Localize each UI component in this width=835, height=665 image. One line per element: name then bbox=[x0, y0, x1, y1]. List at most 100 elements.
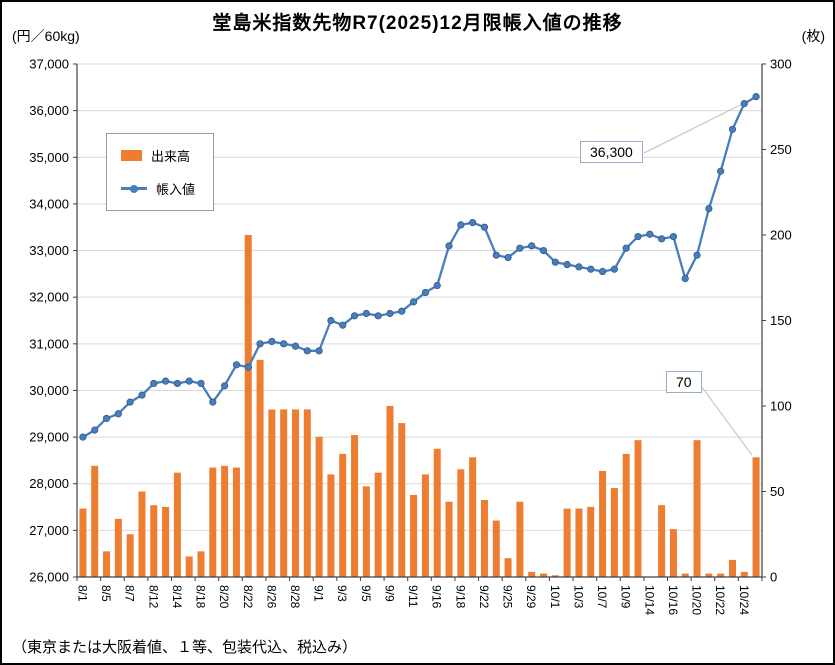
volume-bar bbox=[610, 488, 618, 577]
price-marker bbox=[256, 340, 264, 348]
volume-bar bbox=[150, 505, 158, 577]
volume-bar bbox=[469, 457, 477, 577]
price-marker bbox=[539, 246, 548, 255]
price-marker bbox=[634, 232, 642, 241]
legend-volume-label: 出来高 bbox=[151, 149, 191, 164]
price-marker bbox=[705, 204, 713, 213]
left-axis-tick-label: 28,000 bbox=[29, 476, 69, 491]
x-axis-date-label: 8/12 bbox=[146, 585, 160, 609]
price-marker bbox=[598, 267, 607, 276]
price-marker bbox=[138, 391, 146, 399]
volume-bar bbox=[291, 409, 299, 577]
volume-bar bbox=[658, 505, 666, 577]
left-axis-tick-label: 27,000 bbox=[29, 523, 69, 538]
x-axis-date-label: 9/18 bbox=[453, 585, 467, 609]
price-marker bbox=[232, 361, 241, 369]
left-axis-tick-label: 36,000 bbox=[29, 103, 69, 118]
price-marker bbox=[291, 342, 300, 350]
price-marker bbox=[740, 100, 748, 108]
right-axis-tick-label: 150 bbox=[770, 313, 792, 328]
x-axis-date-label: 8/20 bbox=[217, 585, 231, 609]
legend-item-volume: 出来高 bbox=[121, 146, 195, 165]
volume-bar bbox=[103, 551, 111, 577]
price-marker bbox=[551, 258, 559, 266]
x-axis-date-label: 9/1 bbox=[312, 585, 326, 602]
right-axis-tick-label: 250 bbox=[770, 142, 792, 157]
volume-bar bbox=[563, 508, 571, 577]
price-marker bbox=[386, 309, 394, 318]
left-axis-tick-label: 35,000 bbox=[29, 150, 69, 165]
price-marker bbox=[587, 265, 595, 273]
volume-bar bbox=[162, 506, 170, 577]
left-axis-tick-label: 33,000 bbox=[29, 243, 69, 258]
price-marker bbox=[409, 298, 418, 306]
x-axis-date-label: 8/14 bbox=[170, 585, 184, 609]
x-axis-date-label: 9/22 bbox=[477, 585, 491, 609]
x-axis-date-label: 10/20 bbox=[690, 585, 704, 615]
volume-bar bbox=[551, 575, 559, 577]
price-marker bbox=[610, 265, 618, 273]
price-marker bbox=[374, 312, 382, 320]
volume-bar bbox=[232, 467, 240, 577]
x-axis-date-label: 8/26 bbox=[264, 585, 278, 609]
volume-bar bbox=[197, 551, 205, 577]
volume-bar bbox=[587, 506, 595, 577]
price-swatch-icon bbox=[121, 184, 147, 193]
right-axis-tick-label: 0 bbox=[770, 570, 777, 585]
volume-callout-leader bbox=[698, 382, 753, 456]
volume-bar bbox=[681, 573, 689, 577]
left-axis-tick-label: 37,000 bbox=[29, 57, 69, 72]
volume-bar bbox=[421, 474, 429, 577]
price-marker bbox=[516, 244, 524, 252]
price-marker bbox=[221, 382, 229, 390]
price-marker bbox=[445, 242, 453, 250]
x-axis-date-label: 9/9 bbox=[382, 585, 396, 602]
volume-bar bbox=[339, 453, 347, 577]
price-marker bbox=[563, 260, 571, 269]
volume-bar bbox=[705, 573, 713, 577]
price-marker bbox=[362, 309, 370, 318]
volume-bar bbox=[528, 571, 536, 577]
x-axis-date-label: 10/1 bbox=[548, 585, 562, 609]
x-axis-date-label: 10/7 bbox=[595, 585, 609, 609]
x-axis-date-label: 9/11 bbox=[406, 585, 420, 608]
volume-bar bbox=[327, 474, 335, 577]
right-axis-unit: (枚) bbox=[801, 28, 825, 44]
price-marker bbox=[622, 244, 630, 252]
price-marker bbox=[209, 398, 217, 406]
volume-bar bbox=[268, 409, 276, 577]
price-marker bbox=[469, 218, 477, 227]
price-marker bbox=[669, 232, 678, 241]
volume-bar bbox=[209, 467, 217, 577]
left-axis-tick-label: 30,000 bbox=[29, 383, 69, 398]
volume-bar bbox=[492, 520, 500, 577]
price-marker bbox=[197, 379, 205, 388]
volume-bar bbox=[575, 508, 583, 577]
x-axis-date-label: 8/18 bbox=[194, 585, 208, 609]
volume-bar bbox=[504, 558, 512, 577]
x-axis-date-label: 9/5 bbox=[359, 585, 373, 602]
price-marker bbox=[315, 347, 323, 355]
x-axis-date-label: 10/16 bbox=[666, 585, 680, 615]
left-axis-tick-label: 31,000 bbox=[29, 336, 69, 351]
volume-bar bbox=[622, 453, 630, 577]
volume-bar bbox=[351, 435, 359, 577]
volume-bar bbox=[599, 470, 607, 577]
price-callout-leader bbox=[643, 99, 752, 154]
left-axis-tick-label: 29,000 bbox=[29, 430, 69, 445]
right-axis-tick-label: 200 bbox=[770, 228, 792, 243]
volume-bar bbox=[516, 501, 524, 577]
price-marker bbox=[185, 377, 193, 385]
price-marker bbox=[350, 312, 359, 320]
price-marker bbox=[327, 316, 335, 325]
volume-bar bbox=[126, 534, 134, 577]
volume-bar bbox=[693, 440, 701, 577]
price-marker bbox=[681, 274, 689, 283]
price-marker bbox=[492, 251, 500, 259]
x-axis-date-label: 8/22 bbox=[241, 585, 255, 609]
price-marker bbox=[693, 251, 701, 259]
right-axis-tick-label: 50 bbox=[770, 484, 784, 499]
footnote: （東京または大阪着値、１等、包装代込、税込み） bbox=[12, 639, 358, 656]
price-marker bbox=[126, 398, 134, 406]
x-axis-date-label: 10/3 bbox=[571, 585, 585, 609]
